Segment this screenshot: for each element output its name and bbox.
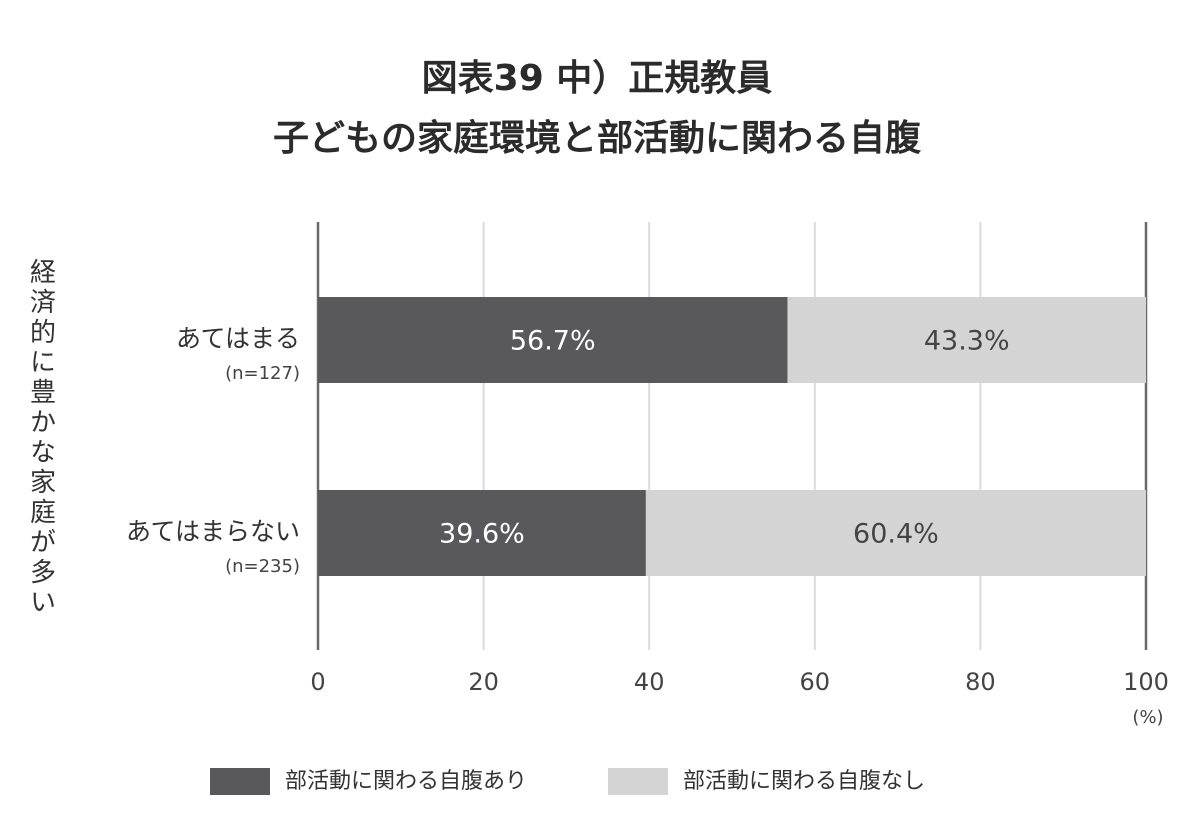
value-label: 56.7% <box>510 326 596 357</box>
x-tick-label: 0 <box>310 668 325 696</box>
legend-swatch <box>210 768 270 795</box>
bar-segment <box>318 490 646 576</box>
y-axis-label: 経済的に豊かな家庭が多い <box>26 258 56 618</box>
legend-label: 部活動に関わる自腹あり <box>285 769 527 794</box>
legend-label: 部活動に関わる自腹なし <box>683 769 925 794</box>
category-label: あてはまらない <box>126 517 300 546</box>
category-label: あてはまる <box>176 324 300 353</box>
value-label: 60.4% <box>853 519 939 550</box>
x-tick-label: 20 <box>468 668 499 696</box>
value-label: 39.6% <box>439 519 525 550</box>
category-note: (n=127) <box>225 363 300 384</box>
bar-segment <box>787 297 1146 383</box>
category-note: (n=235) <box>225 556 300 577</box>
x-tick-label: 100 <box>1123 668 1169 696</box>
bar-segment <box>645 490 1146 576</box>
x-tick-label: 40 <box>634 668 665 696</box>
bar-segment <box>318 297 788 383</box>
value-label: 43.3% <box>924 326 1010 357</box>
x-axis-unit: (%) <box>1132 707 1163 728</box>
legend-swatch <box>608 768 668 795</box>
x-tick-label: 60 <box>800 668 831 696</box>
chart-subtitle: 子どもの家庭環境と部活動に関わる自腹 <box>273 118 922 159</box>
chart-title: 図表39 中）正規教員 <box>422 58 773 99</box>
x-tick-label: 80 <box>965 668 996 696</box>
